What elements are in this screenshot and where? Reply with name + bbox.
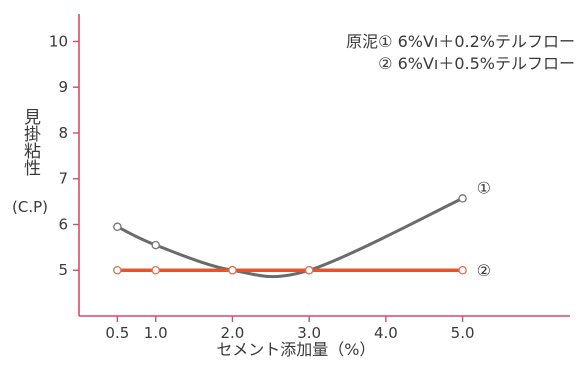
series-line-1: [115, 196, 465, 279]
legend-line-2: ② 6%Vı＋0.5%テルフロー: [378, 54, 575, 73]
y-tick-label: 10: [49, 32, 68, 50]
y-axis-label: 見掛粘性: [19, 108, 41, 176]
y-tick-label: 6: [58, 215, 68, 233]
chart-axes: [78, 14, 570, 317]
y-axis-ticks: 5 6 7 8 9 10: [49, 32, 79, 279]
y-tick-label: 7: [58, 170, 68, 188]
data-point: [113, 265, 122, 275]
x-tick-label: 5.0: [451, 324, 475, 342]
x-tick-label: 1.0: [144, 324, 168, 342]
series-end-label-1: ①: [477, 178, 491, 197]
data-point: [458, 194, 467, 203]
x-tick-label: 3.0: [297, 324, 321, 342]
series-end-labels: ①②: [477, 178, 491, 280]
x-tick-label: 0.5: [105, 324, 129, 342]
data-point: [151, 265, 160, 275]
data-point: [113, 222, 122, 232]
y-tick-label: 9: [58, 78, 68, 96]
data-point: [304, 265, 314, 275]
y-axis-unit: (C.P): [12, 198, 48, 216]
data-point: [228, 265, 237, 275]
series-lines: [115, 196, 465, 279]
x-axis-ticks: 0.5 1.0 2.0 3.0 4.0 5.0: [105, 316, 475, 342]
data-point: [458, 265, 467, 275]
series-end-label-2: ②: [477, 261, 491, 280]
y-axis-label-text: 見掛粘性: [20, 108, 40, 176]
legend-line-1: 原泥① 6%Vı＋0.2%テルフロー: [346, 32, 575, 51]
y-tick-label: 5: [58, 261, 68, 279]
data-point: [151, 240, 160, 250]
x-tick-label: 2.0: [221, 324, 245, 342]
x-axis-label: セメント添加量（%）: [217, 340, 376, 359]
x-tick-label: 4.0: [374, 324, 398, 342]
series-points: [113, 194, 467, 275]
y-tick-label: 8: [58, 124, 68, 142]
